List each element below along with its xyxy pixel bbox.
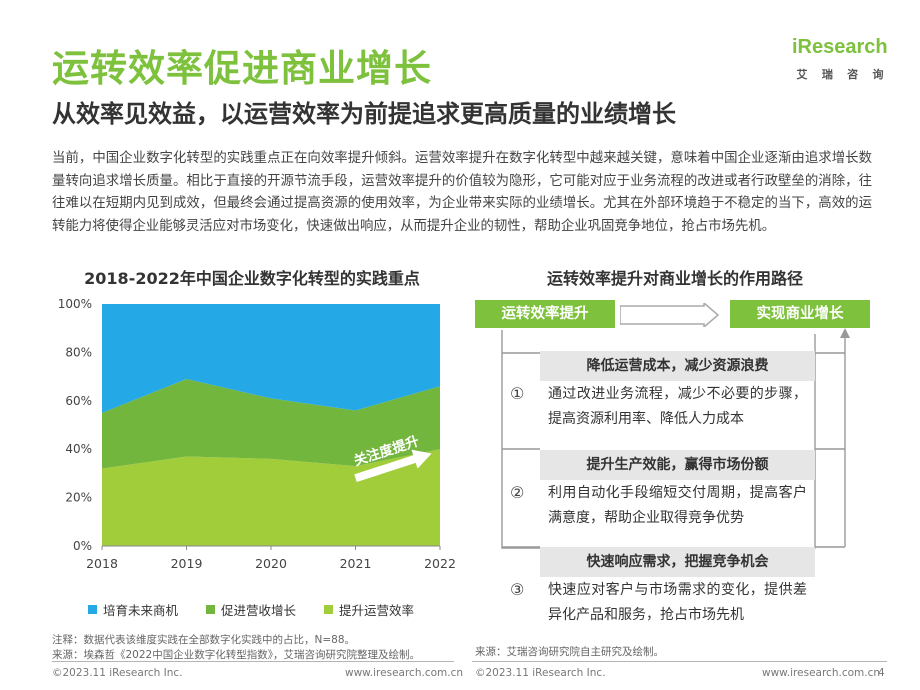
y-tick-label: 0% (73, 539, 92, 553)
step-3-body: 快速应对客户与市场需求的变化，提供差异化产品和服务，抢占市场先机 (548, 582, 807, 623)
iresearch-logo: iResearch 艾 瑞 咨 询 (790, 36, 890, 86)
description-paragraph: 当前，中国企业数字化转型的实践重点正在向效率提升倾斜。运营效率提升在数字化转型中… (52, 151, 872, 234)
footer-url-right: www.iresearch.com.cn (762, 667, 881, 679)
x-tick-label: 2020 (255, 556, 287, 571)
legend-label: 提升运营效率 (339, 603, 415, 618)
step-3-heading: 快速响应需求，把握竞争机会 (540, 547, 815, 577)
legend-swatch (88, 605, 97, 614)
x-tick-label: 2018 (86, 556, 118, 571)
footer-copyright-right: ©2023.11 iResearch Inc. (475, 667, 606, 679)
chart-title: 2018-2022年中国企业数字化转型的实践重点 (84, 269, 420, 288)
page-title: 运转效率促进商业增长 (52, 47, 432, 90)
legend-swatch (206, 605, 216, 614)
start-label: 运转效率提升 (501, 306, 589, 322)
y-tick-label: 100% (58, 297, 92, 311)
step-3-number: ③ (510, 580, 525, 599)
y-tick-label: 80% (65, 345, 92, 359)
stacked-area-chart: 0%20%40%60%80%100%2018 2019 2020 2021 2022关注… (58, 297, 456, 571)
y-tick-label: 60% (65, 394, 92, 408)
legend-item: 提升运营效率 (324, 600, 414, 619)
legend-label: 促进营收增长 (221, 603, 297, 618)
logo-wordmark: iResearch (792, 36, 888, 58)
step-2-body: 利用自动化手段缩短交付周期，提高客户满意度，帮助企业取得竞争优势 (548, 485, 807, 526)
footer-divider-left (52, 661, 454, 662)
logo-cn-char: 询 (872, 68, 884, 81)
start-box: 运转效率提升 (475, 300, 615, 328)
footer-url-left: www.iresearch.com.cn (345, 667, 464, 679)
arrow-right-icon (620, 303, 720, 327)
end-label: 实现商业增长 (756, 306, 844, 322)
area-series-2 (102, 379, 440, 469)
legend-item: 促进营收增长 (206, 600, 296, 619)
step-1-heading: 降低运营成本，减少资源浪费 (540, 351, 815, 381)
note-text: 注释：数据代表该维度实践在全部数字化实践中的占比，N=88。 (52, 634, 356, 646)
y-tick-label: 20% (65, 491, 92, 505)
chart-notes: 注释：数据代表该维度实践在全部数字化实践中的占比，N=88。 来源：埃森哲《20… (52, 633, 420, 663)
logo-cn-text: 艾 瑞 咨 询 (792, 66, 888, 82)
source-text-right: 来源：艾瑞咨询研究院自主研究及绘制。 (475, 646, 664, 658)
footer-divider-right (472, 661, 887, 662)
legend-item: 培育未来商机 (88, 600, 178, 619)
logo-cn-char: 瑞 (821, 68, 833, 81)
legend-swatch (324, 605, 334, 614)
path-title: 运转效率提升对商业增长的作用路径 (546, 269, 803, 288)
footer-copyright-left: ©2023.11 iResearch Inc. (52, 667, 183, 679)
trend-arrow-icon (354, 449, 432, 483)
x-tick-label: 2019 (171, 556, 203, 571)
step-1-number: ① (510, 384, 525, 403)
x-tick-label: 2022 (424, 556, 456, 571)
logo-cn-char: 咨 (847, 68, 859, 81)
y-tick-label: 40% (65, 442, 92, 456)
source-text-left: 来源：埃森哲《2022中国企业数字化转型指数》，艾瑞咨询研究院整理及绘制。 (52, 649, 420, 661)
page-number: 4 (878, 667, 885, 679)
page-subtitle: 从效率见效益，以运营效率为前提追求更高质量的业绩增长 (52, 100, 676, 128)
step-1-body: 通过改进业务流程，减少不必要的步骤，提高资源利用率、降低人力成本 (548, 386, 807, 427)
logo-cn-char: 艾 (796, 68, 808, 81)
step-2-number: ② (510, 483, 525, 502)
chart-legend: 培育未来商机 促进营收增长 提升运营效率 (88, 600, 414, 619)
x-tick-label: 2021 (340, 556, 372, 571)
step-2-heading: 提升生产效能，赢得市场份额 (540, 450, 815, 480)
end-box: 实现商业增长 (730, 300, 870, 328)
legend-label: 培育未来商机 (103, 603, 179, 618)
area-series-3 (102, 304, 440, 413)
area-series-1 (102, 449, 440, 546)
